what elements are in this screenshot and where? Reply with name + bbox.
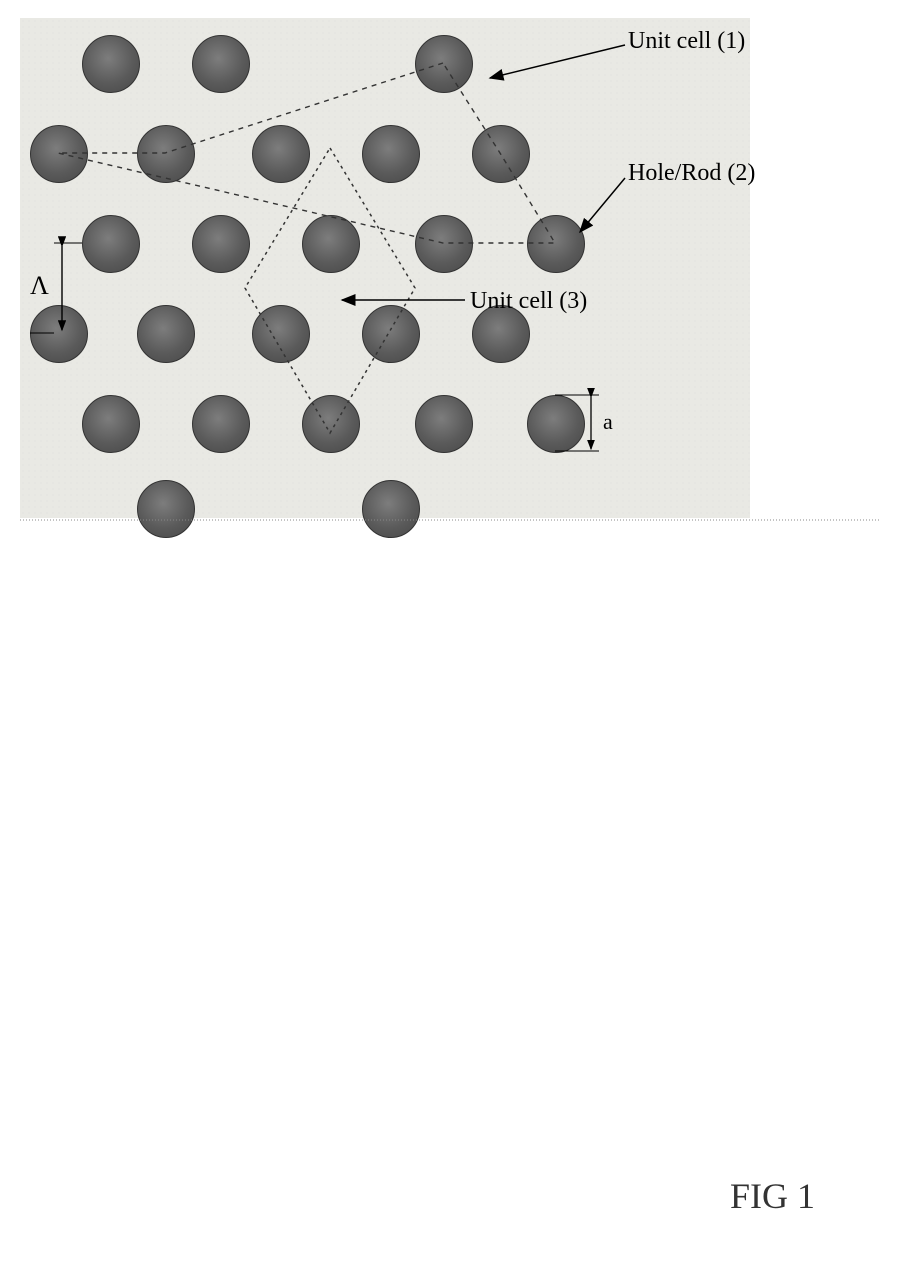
hole-rod-circle bbox=[137, 125, 195, 183]
figure-label: FIG 1 bbox=[730, 1175, 815, 1217]
hole-rod-circle bbox=[362, 305, 420, 363]
hole-rod-circle bbox=[362, 125, 420, 183]
hole-rod-circle bbox=[82, 215, 140, 273]
lambda-symbol: Λ bbox=[30, 271, 49, 301]
hole-rod-circle bbox=[30, 305, 88, 363]
hole-rod-circle bbox=[82, 35, 140, 93]
hole-rod-circle bbox=[137, 305, 195, 363]
hole-rod-circle bbox=[415, 35, 473, 93]
hole-rod-circle bbox=[302, 215, 360, 273]
hole-rod-circle bbox=[192, 395, 250, 453]
label-unit-cell-3: Unit cell (3) bbox=[470, 288, 587, 315]
a-symbol: a bbox=[603, 409, 613, 435]
hole-rod-circle bbox=[415, 395, 473, 453]
hole-rod-circle bbox=[30, 125, 88, 183]
label-unit-cell-1: Unit cell (1) bbox=[628, 28, 745, 55]
hole-rod-circle bbox=[192, 35, 250, 93]
hole-rod-circle bbox=[527, 215, 585, 273]
hole-rod-circle bbox=[527, 395, 585, 453]
hole-rod-circle bbox=[472, 125, 530, 183]
hole-rod-circle bbox=[362, 480, 420, 538]
hole-rod-circle bbox=[252, 125, 310, 183]
label-hole-rod: Hole/Rod (2) bbox=[628, 160, 755, 187]
hole-rod-circle bbox=[82, 395, 140, 453]
hole-rod-circle bbox=[137, 480, 195, 538]
hole-rod-circle bbox=[302, 395, 360, 453]
hole-rod-circle bbox=[192, 215, 250, 273]
hole-rod-circle bbox=[415, 215, 473, 273]
diagram-area bbox=[20, 18, 750, 518]
hole-rod-circle bbox=[252, 305, 310, 363]
